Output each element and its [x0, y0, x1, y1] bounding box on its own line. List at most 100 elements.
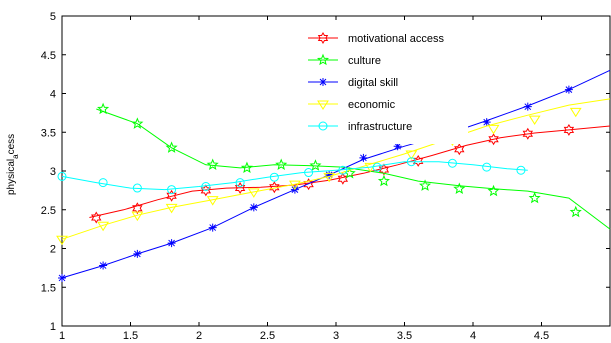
legend-marker: [316, 53, 330, 66]
data-point: [487, 124, 500, 135]
data-point: [97, 102, 110, 115]
data-point: [99, 261, 108, 270]
y-tick-label: 3: [50, 166, 56, 178]
data-point: [132, 202, 143, 215]
data-point: [487, 184, 500, 197]
x-tick-label: 2.5: [260, 330, 275, 342]
data-point: [201, 182, 211, 191]
data-point: [378, 163, 390, 176]
x-tick-label: 3.5: [397, 330, 412, 342]
data-point: [275, 158, 288, 170]
legend-item: infrastructure: [308, 121, 412, 133]
data-point: [488, 133, 499, 146]
data-point: [377, 174, 390, 187]
series-line: [61, 98, 611, 240]
legend-marker: [317, 32, 329, 44]
legend-label: economic: [348, 99, 396, 111]
data-point: [247, 188, 260, 198]
data-point: [206, 196, 219, 206]
series-culture: [96, 102, 611, 230]
data-point: [482, 162, 492, 172]
data-point: [56, 235, 68, 246]
data-point: [235, 178, 245, 188]
data-point: [516, 165, 526, 175]
y-tick-label: 1.5: [41, 282, 56, 294]
legend-label: motivational access: [348, 33, 444, 45]
data-point: [91, 211, 102, 224]
legend-marker: [319, 78, 327, 86]
x-tick-label: 4: [470, 330, 476, 342]
data-point: [406, 157, 416, 167]
x-tick-label: 2: [196, 330, 202, 342]
data-point: [454, 143, 465, 156]
y-axis-title-main: physical: [6, 159, 17, 195]
legend-marker: [317, 100, 329, 110]
series-layer: [56, 69, 611, 282]
data-point: [522, 127, 533, 140]
legend-item: motivational access: [308, 32, 444, 45]
data-point: [166, 189, 177, 202]
data-point: [131, 211, 144, 222]
y-axis-title-tail: cess: [6, 134, 17, 155]
data-point: [325, 170, 334, 179]
y-tick-label: 1: [50, 321, 56, 333]
data-point: [249, 203, 258, 212]
data-point: [569, 107, 582, 118]
data-point: [569, 205, 582, 218]
y-axis-title-subscript: a: [11, 154, 20, 159]
data-point: [132, 183, 142, 193]
data-point: [240, 161, 253, 174]
data-point: [563, 123, 575, 136]
legend-label: digital skill: [348, 77, 398, 89]
data-point: [528, 115, 541, 126]
x-tick-label: 1: [59, 330, 65, 342]
data-point: [234, 182, 246, 195]
x-tick-label: 3: [333, 330, 339, 342]
data-point: [338, 165, 348, 175]
axis-ticks: 1 1.5 2 2.5 3 3.5 4 4.5 1 1.5 2 2.5 3 3.5 4 4.5 5: [41, 11, 610, 342]
data-point: [528, 191, 541, 204]
data-point: [359, 153, 368, 162]
data-point: [269, 181, 280, 194]
y-tick-label: 2.5: [41, 205, 56, 217]
data-point: [208, 223, 217, 232]
legend-box: [300, 26, 468, 144]
data-point: [523, 102, 532, 111]
data-point: [482, 118, 491, 127]
data-point: [98, 178, 108, 188]
y-tick-label: 5: [50, 11, 56, 23]
data-point: [97, 221, 110, 232]
series-motivational-access: [89, 123, 611, 224]
legend-marker: [318, 121, 328, 131]
y-tick-label: 4.5: [41, 50, 56, 62]
series-infrastructure: [57, 157, 528, 195]
y-tick-label: 4: [50, 89, 56, 101]
y-tick-label: 3.5: [41, 127, 56, 139]
data-point: [372, 162, 382, 172]
data-point: [206, 158, 219, 170]
series-economic: [56, 98, 611, 246]
y-axis-title: physicalacess: [6, 134, 20, 195]
data-point: [200, 184, 212, 197]
x-tick-label: 4.5: [534, 330, 549, 342]
legend-item: culture: [308, 53, 381, 67]
data-point: [131, 117, 144, 129]
data-point: [393, 142, 402, 151]
legend-label: culture: [348, 55, 381, 67]
data-point: [309, 159, 322, 171]
data-point: [564, 85, 573, 94]
series-line: [96, 108, 611, 230]
data-point: [58, 273, 66, 282]
data-point: [57, 171, 67, 181]
data-point: [269, 172, 279, 182]
data-point: [133, 249, 142, 258]
data-point: [288, 180, 301, 191]
data-point: [165, 141, 178, 153]
data-point: [167, 185, 177, 195]
data-point: [405, 150, 418, 160]
data-point: [165, 203, 178, 214]
y-tick-label: 2: [50, 244, 56, 256]
series-line: [61, 161, 528, 191]
data-point: [453, 182, 466, 194]
